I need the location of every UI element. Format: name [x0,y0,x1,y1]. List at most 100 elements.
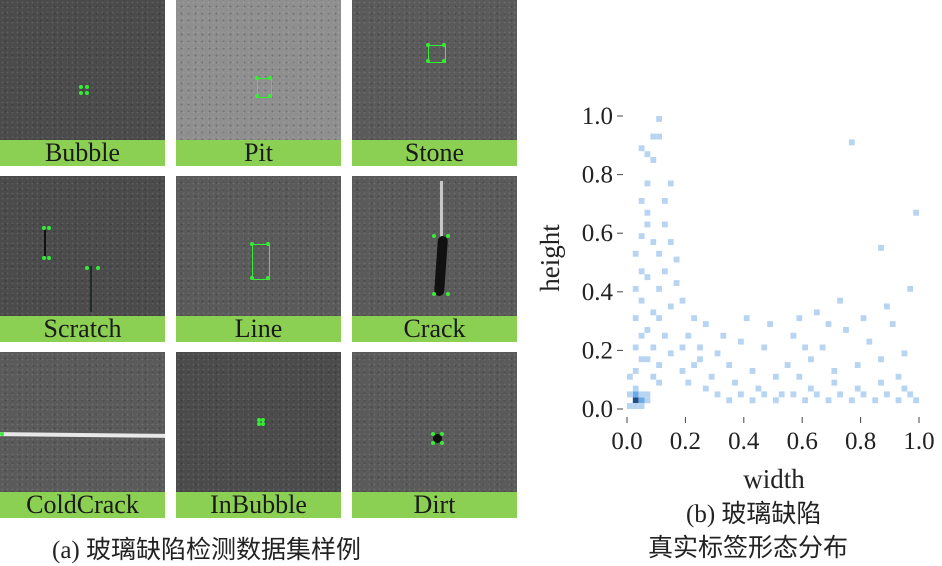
heatmap-cell [854,362,861,368]
tile-label: Dirt [352,492,517,518]
sample-image [0,176,165,316]
heatmap-cell [691,315,697,322]
y-ticks: 0.0 0.2 0.4 0.6 0.8 1.0 [582,103,623,423]
heatmap-cell [720,332,727,339]
heatmap-cell [673,256,680,263]
heatmap-cell [679,344,686,351]
heatmap-cell [632,285,639,292]
x-axis-label: width [743,464,805,494]
x-tick-label: 1.0 [903,428,934,455]
heatmap-cell [656,285,662,292]
heatmap-cell [662,332,668,339]
heatmap-cell [749,368,756,374]
heatmap-cell [662,198,668,204]
heatmap-cell [726,362,733,368]
heatmap-cell [685,332,692,339]
heatmap-cell [813,309,820,316]
heatmap-cell [679,297,686,304]
heatmap-cell [872,397,879,404]
heatmap-cell [685,379,692,386]
heatmap-cell [884,303,890,310]
panel-b-caption-line1: (b) 玻璃缺陷 [686,501,822,528]
heatmap-cell [726,397,733,404]
heatmap-cell [702,321,709,327]
sample-image [352,0,517,140]
heatmap-cell [650,373,657,380]
heatmap-cell [632,403,639,409]
tile-label: InBubble [176,492,341,518]
y-tick-label: 0.4 [582,279,614,306]
heatmap-cell [667,180,674,187]
heatmap-cell [907,391,914,398]
sample-image [0,352,165,492]
heatmap-cell [656,116,662,122]
heatmap-cell [819,344,826,351]
tile-label: Line [176,316,341,342]
heatmap-cell [813,391,820,398]
tile-crack: Crack [352,176,517,342]
heatmap-cell [650,157,657,163]
sample-image [176,352,341,492]
heatmap-cell [901,350,908,357]
heatmap-cell [697,344,703,351]
heatmap-cell [644,391,651,398]
heatmap-cell [708,373,715,380]
heatmap-cell [650,344,657,351]
x-tick-label: 0.0 [611,428,642,455]
heatmap-cell [767,321,773,327]
heatmap-cell [790,391,797,398]
heatmap-cell [848,397,855,404]
tile-stone: Stone [352,0,517,166]
heatmap-cell [837,391,843,398]
heatmap-cell [632,250,639,257]
heatmap-cell [802,344,808,351]
heatmap-cell [638,268,645,275]
heatmap-cell [632,368,639,374]
x-ticks: 0.0 0.2 0.4 0.6 0.8 1.0 [611,417,935,455]
heatmap-cell [738,338,744,345]
heatmap-cell [644,209,651,216]
heatmap-cell [638,332,645,339]
heatmap-cell [679,368,686,374]
tile-bubble: Bubble [0,0,165,166]
heatmap-cell [656,362,662,368]
heatmap-cell [837,297,843,304]
heatmap-cell [667,350,674,357]
heatmap-cell [743,315,750,322]
heatmap-cell [644,180,651,187]
heatmap-cell [895,397,902,404]
heatmap-cell [860,315,867,322]
heatmap-cell [644,327,651,333]
sample-image [0,0,165,140]
heatmap-cell [632,391,639,398]
heatmap-cell [697,356,703,363]
heatmap-cell [656,379,662,386]
heatmap-cell [702,385,709,392]
heatmap-cell [848,139,855,146]
heatmap-cell [632,344,639,351]
heatmap-cell [907,285,914,292]
heatmap-cell [889,321,896,327]
panel-b-caption-line2: 真实标签形态分布 [648,535,849,562]
x-tick-label: 0.6 [787,428,818,455]
heatmap-cell [913,397,919,404]
heatmap-cell [638,233,645,240]
heatmap-cell [778,391,785,398]
sample-image [176,0,341,140]
tile-label: Pit [176,140,341,166]
y-tick-label: 0.0 [582,396,613,423]
heatmap-cell [761,391,768,398]
y-axis-label: height [535,224,565,292]
heatmap-cell [650,239,657,245]
heatmap-cell [650,133,657,140]
sample-image [352,352,517,492]
heatmap-cell [667,303,674,310]
heatmap-cell [761,344,768,351]
heatmap-cell [662,221,668,228]
heatmap-cell [825,397,832,404]
tile-dirt: Dirt [352,352,517,518]
tile-coldcrack: ColdCrack [0,352,165,518]
heatmap-cell [714,350,721,357]
heatmap-cell [644,151,651,158]
